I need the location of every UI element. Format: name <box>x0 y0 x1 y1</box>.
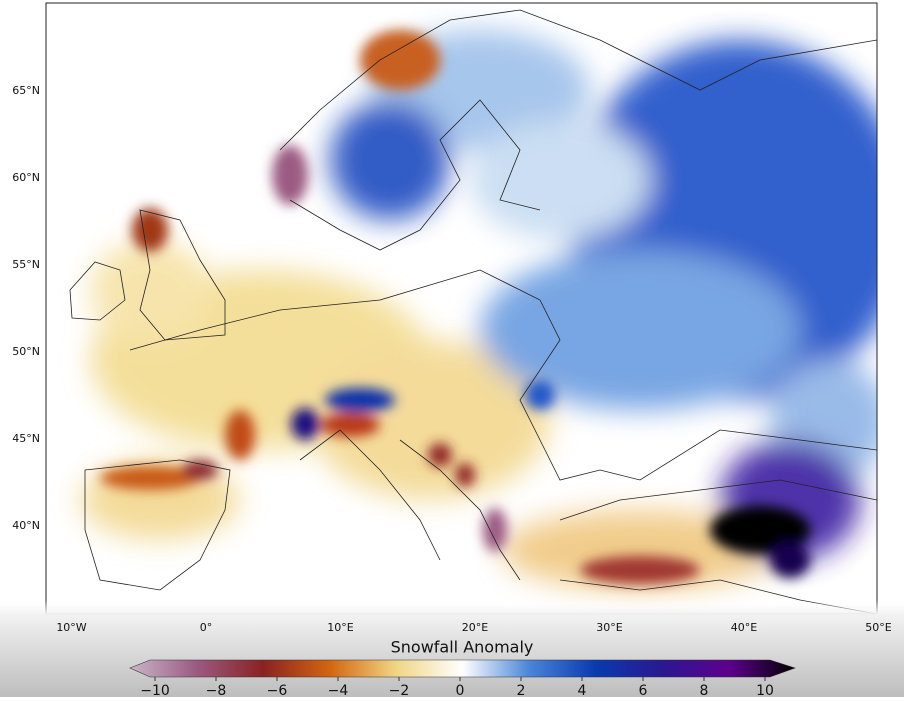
lat-label: 60°N <box>12 171 40 184</box>
colorbar-tick-label: −4 <box>328 683 349 697</box>
lon-label: 0° <box>200 621 213 634</box>
colorbar-tick-label: −6 <box>267 683 288 697</box>
colorbar-tick-label: −8 <box>206 683 227 697</box>
bottom-band <box>0 600 904 697</box>
lon-label: 10°E <box>327 621 353 634</box>
lat-label: 45°N <box>12 432 40 445</box>
colorbar-tick-label: 10 <box>756 683 774 697</box>
lon-labels: 10°W 0° 10°E 20°E 30°E 40°E 50°E <box>56 621 891 634</box>
colorbar-tick-label: 4 <box>578 683 587 697</box>
colorbar-tick-label: 0 <box>456 683 465 697</box>
colorbar-tick-label: −10 <box>140 683 170 697</box>
lon-label: 50°E <box>865 621 891 634</box>
lat-label: 50°N <box>12 345 40 358</box>
colorbar-title: Snowfall Anomaly <box>391 638 534 657</box>
map-field <box>69 9 877 614</box>
lat-label: 65°N <box>12 84 40 97</box>
colorbar-tick-label: 2 <box>517 683 526 697</box>
colorbar-ticks: −10 −8 −6 −4 −2 0 2 4 6 8 10 <box>140 677 774 699</box>
colorbar <box>129 659 796 678</box>
lat-labels: 65°N 60°N 55°N 50°N 45°N 40°N <box>12 84 40 532</box>
lat-label: 55°N <box>12 258 40 271</box>
lat-label: 40°N <box>12 519 40 532</box>
lon-label: 10°W <box>56 621 86 634</box>
colorbar-tick-label: −2 <box>389 683 410 697</box>
colorbar-tick-label: 8 <box>700 683 709 697</box>
lon-label: 30°E <box>596 621 622 634</box>
colorbar-tick-label: 6 <box>639 683 648 697</box>
coastlines <box>69 9 877 614</box>
lon-label: 40°E <box>731 621 757 634</box>
lon-label: 20°E <box>462 621 488 634</box>
